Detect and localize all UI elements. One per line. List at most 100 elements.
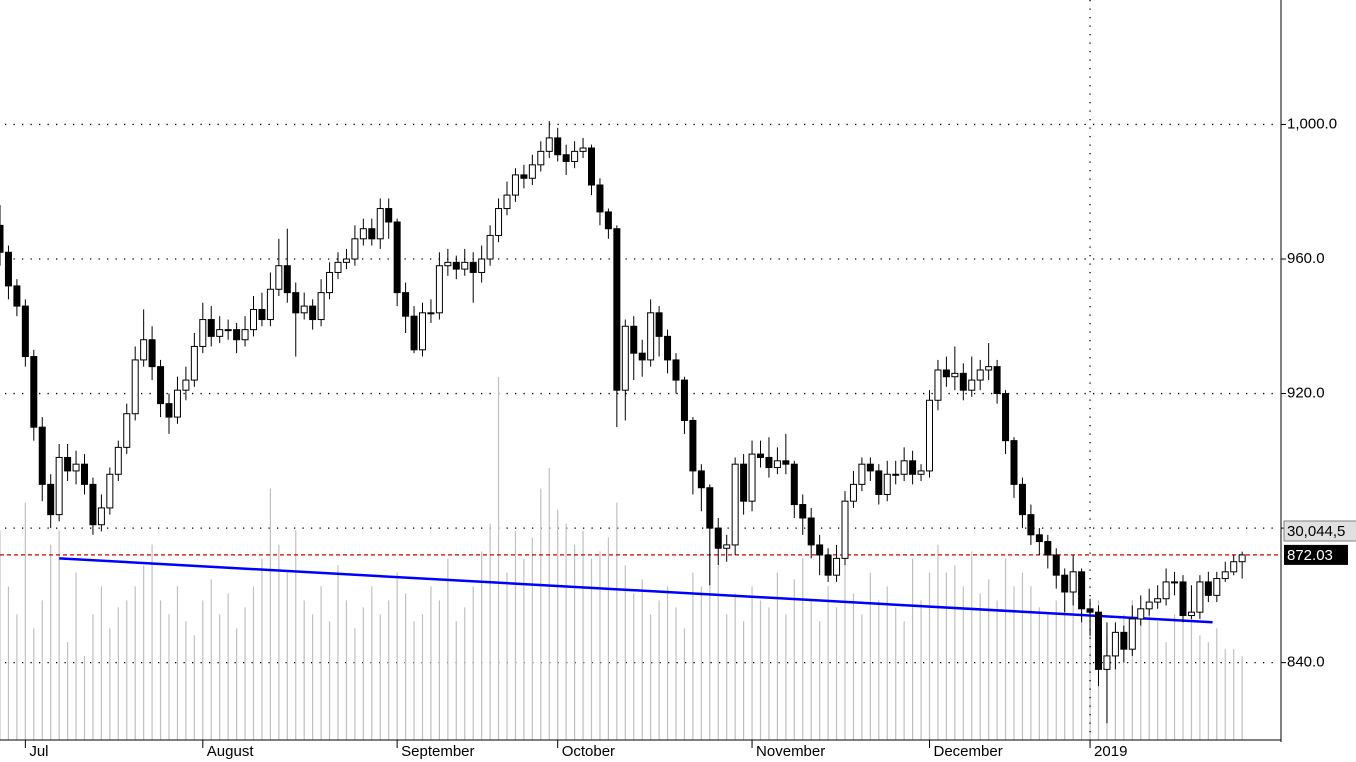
y-tick-label: 960.0 (1287, 250, 1325, 267)
candle-body (647, 312, 655, 361)
candle-body (664, 335, 672, 361)
candle-body (1044, 541, 1052, 556)
candle-body (520, 174, 528, 179)
candle-body (731, 463, 739, 546)
candle-body (900, 460, 908, 475)
candle-body (292, 292, 300, 314)
candle-body (934, 369, 942, 401)
candle-body (207, 319, 215, 337)
candle-body (419, 312, 426, 351)
y-tick-label: 840.0 (1287, 654, 1325, 671)
candle-body (444, 261, 452, 267)
candle-body (224, 329, 232, 332)
candle-body (697, 470, 705, 489)
candle-body (959, 372, 967, 391)
candle-body (106, 473, 114, 509)
candle-body (1213, 578, 1221, 596)
candle-body (55, 456, 63, 516)
candle-body (723, 544, 731, 549)
candle-body (909, 460, 917, 475)
x-tick-label: October (562, 743, 615, 760)
candle-body (38, 426, 46, 485)
last-price-label: 872.03 (1287, 547, 1333, 564)
x-tick-label: November (756, 743, 825, 760)
candle-body (359, 228, 367, 240)
last-price-box (1284, 544, 1348, 565)
candle-body (1137, 608, 1145, 620)
candle-body (782, 460, 790, 465)
candle-body (596, 184, 604, 213)
candle-body (866, 463, 874, 472)
candle-body (64, 456, 72, 472)
candle-body (976, 369, 984, 381)
candle-body (942, 369, 950, 378)
candle-body (833, 557, 841, 576)
candle-body (1120, 631, 1128, 650)
candle-body (1002, 393, 1010, 442)
candle-body (1018, 483, 1026, 516)
candle-body (841, 500, 849, 559)
candle-body (469, 261, 477, 273)
candle-body (427, 312, 435, 315)
candle-body (495, 208, 503, 236)
candle-body (545, 137, 553, 152)
candle-body (131, 359, 139, 415)
candle-body (351, 238, 359, 260)
candle-body (326, 271, 334, 294)
candle-body (537, 150, 545, 166)
candle-body (1069, 571, 1077, 593)
candle-body (114, 446, 122, 475)
candle-body (765, 456, 773, 469)
candle-body (393, 221, 401, 294)
candle-body (21, 305, 29, 358)
candle-body (275, 265, 283, 290)
candle-body (199, 319, 207, 347)
candle-body (0, 224, 4, 253)
candle-body (309, 305, 317, 321)
candle-body (985, 366, 993, 371)
candle-body (571, 150, 579, 162)
candle-body (1171, 581, 1179, 584)
x-tick-label: 2019 (1094, 743, 1127, 760)
candle-body (858, 463, 866, 485)
candle-body (807, 517, 815, 546)
candle-body (140, 339, 148, 361)
candle-body (97, 507, 105, 526)
candle-body (824, 554, 832, 576)
candle-body (452, 261, 460, 270)
candle-body (402, 292, 410, 317)
candle-body (1035, 534, 1043, 543)
candle-body (410, 315, 418, 351)
candle-body (672, 359, 680, 381)
candle-body (13, 285, 21, 307)
candle-body (165, 403, 173, 418)
candle-body (123, 413, 131, 448)
candle-body (799, 504, 807, 519)
candle-body (1078, 571, 1086, 610)
y-tick-label: 1,000.0 (1287, 115, 1337, 132)
candle-body (1010, 440, 1018, 485)
candle-body (81, 463, 88, 485)
candle-body (968, 379, 976, 391)
candle-body (368, 228, 376, 240)
volume-label-box (1283, 520, 1356, 542)
candle-body (630, 325, 638, 354)
candle-body (72, 463, 80, 472)
candle-body (190, 345, 198, 381)
candle-body (926, 399, 933, 472)
candle-body (883, 473, 891, 495)
candle-body (334, 261, 342, 273)
candle-body (917, 470, 925, 475)
candle-body (757, 453, 764, 458)
x-tick-label: December (934, 743, 1003, 760)
candle-body (317, 292, 325, 321)
candle-body (790, 463, 798, 506)
candle-body (1111, 631, 1119, 657)
candle-body (300, 305, 308, 314)
x-tick-label: August (207, 743, 255, 760)
candle-body (655, 312, 663, 337)
candle-body (216, 329, 224, 337)
candle-body (1196, 581, 1204, 613)
candle-body (528, 164, 536, 179)
